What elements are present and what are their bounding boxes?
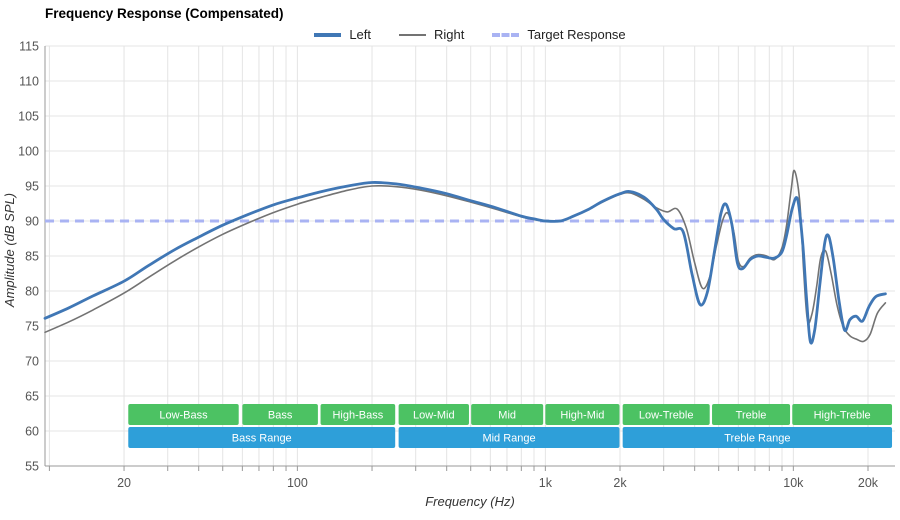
band-label-bass: Bass (268, 410, 293, 422)
band-label-treble: Treble (736, 410, 767, 422)
band-treble-range[interactable] (622, 427, 893, 448)
band-bass[interactable] (242, 404, 318, 425)
y-tick-label: 80 (25, 285, 39, 299)
x-tick-label: 2k (613, 476, 627, 490)
x-tick-label: 100 (287, 476, 308, 490)
x-tick-label: 20k (858, 476, 879, 490)
series-line-right[interactable] (44, 169, 887, 343)
y-tick-label: 90 (25, 215, 39, 229)
left-line-swatch (314, 32, 342, 37)
band-label-bass-range: Bass Range (232, 433, 292, 445)
legend: Left Right Target Response (45, 27, 895, 42)
band-label-mid: Mid (498, 410, 516, 422)
legend-item-target[interactable]: Target Response (492, 27, 626, 42)
y-tick-label: 65 (25, 390, 39, 404)
band-label-high-mid: High-Mid (560, 410, 604, 422)
y-tick-label: 110 (19, 75, 39, 89)
plot-layers: 55 60 65 70 75 80 85 90 95 100 105 110 115 20 100 1k 2k 1… (18, 40, 895, 490)
legend-item-left[interactable]: Left (314, 27, 371, 42)
band-low-mid[interactable] (398, 404, 469, 425)
y-tick-label: 95 (25, 180, 39, 194)
band-high-mid[interactable] (545, 404, 620, 425)
legend-label-target: Target Response (527, 27, 626, 42)
x-axis-title: Frequency (Hz) (425, 494, 515, 509)
x-tick-label: 1k (539, 476, 553, 490)
band-label-treble-range: Treble Range (724, 433, 790, 445)
band-label-high-bass: High-Bass (332, 410, 383, 422)
band-low-bass[interactable] (128, 404, 239, 425)
y-tick-label: 100 (18, 145, 39, 159)
target-line-swatch (492, 32, 520, 37)
band-label-low-mid: Low-Mid (413, 410, 455, 422)
band-label-mid-range: Mid Range (482, 433, 535, 445)
band-high-treble[interactable] (792, 404, 893, 425)
y-tick-label: 70 (25, 355, 39, 369)
band-low-treble[interactable] (622, 404, 710, 425)
chart-title: Frequency Response (Compensated) (45, 6, 284, 21)
y-tick-label: 75 (25, 320, 39, 334)
y-tick-label: 60 (25, 425, 39, 439)
y-tick-label: 115 (19, 40, 39, 54)
y-tick-label: 105 (18, 110, 39, 124)
band-bass-range[interactable] (128, 427, 396, 448)
x-tick-label: 10k (783, 476, 804, 490)
band-label-high-treble: High-Treble (814, 410, 871, 422)
band-high-bass[interactable] (320, 404, 396, 425)
band-treble[interactable] (712, 404, 791, 425)
band-mid-range[interactable] (398, 427, 620, 448)
series-line-left[interactable] (43, 181, 887, 345)
legend-item-right[interactable]: Right (399, 27, 464, 42)
right-line-swatch (399, 33, 427, 36)
legend-label-right: Right (434, 27, 465, 42)
y-axis-title: Amplitude (dB SPL) (2, 193, 17, 308)
y-tick-label: 55 (25, 460, 39, 474)
band-label-low-treble: Low-Treble (639, 410, 694, 422)
band-mid[interactable] (471, 404, 544, 425)
x-tick-label: 20 (117, 476, 131, 490)
legend-label-left: Left (349, 27, 372, 42)
y-tick-label: 85 (25, 250, 39, 264)
band-label-low-bass: Low-Bass (159, 410, 208, 422)
